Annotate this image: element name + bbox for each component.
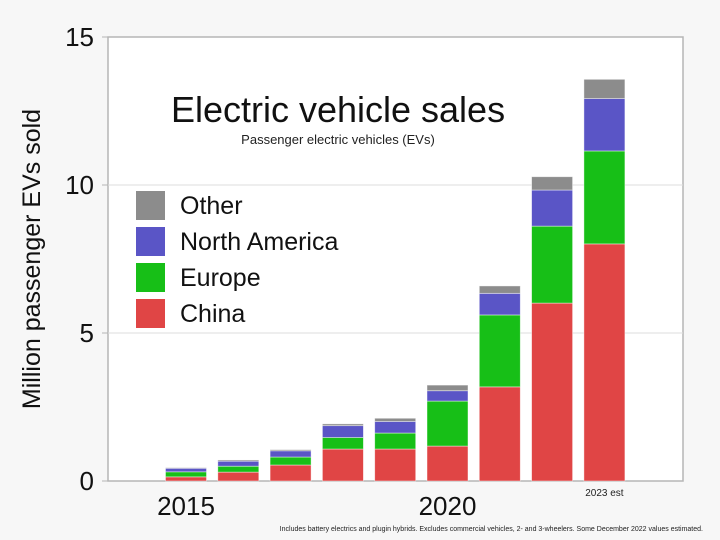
bar-segment-europe (374, 432, 417, 450)
bar-segment-china (269, 464, 312, 482)
y-tick-label: 0 (80, 466, 94, 496)
bar-segment-china (583, 243, 626, 482)
annotations: 2023 est (585, 488, 624, 499)
bar-segment-north-america (165, 467, 207, 473)
chart-subtitle: Passenger electric vehicles (EVs) (241, 132, 435, 147)
bar-segment-north-america (426, 390, 469, 402)
bar-segment-europe (531, 225, 573, 304)
bar-segment-north-america (321, 425, 364, 438)
bar-segment-china (531, 302, 573, 482)
bar-segment-europe (478, 314, 521, 388)
bar-segment-europe (426, 400, 469, 447)
bar-segment-other (374, 417, 417, 422)
bar-segment-china (426, 445, 469, 482)
bar-stack-2016 (217, 459, 260, 482)
bar-stack-2020 (426, 384, 469, 482)
y-tick-label: 5 (80, 318, 94, 348)
annotation-label: 2023 est (585, 488, 624, 499)
y-axis-ticks: 0 5 10 15 (65, 22, 108, 496)
legend-label: Europe (180, 264, 261, 292)
x-tick-label: 2020 (419, 491, 477, 521)
x-axis-ticks: 2015 2020 (157, 491, 476, 521)
bar-segment-north-america (478, 292, 521, 316)
bar-segment-china (321, 448, 364, 482)
bar-segment-europe (583, 150, 626, 245)
bar-segment-europe (321, 437, 364, 450)
bar-segment-other (269, 449, 312, 452)
bar-segment-europe (269, 456, 312, 466)
bar-segment-north-america (583, 98, 626, 152)
bar-segment-china (217, 471, 260, 482)
legend-swatch (136, 263, 165, 292)
bar-stack-2018 (321, 423, 364, 482)
bar-segment-china (478, 386, 521, 482)
legend: Other North America Europe China (136, 191, 338, 328)
bar-segment-other (583, 78, 626, 99)
bar-segment-other (165, 467, 207, 469)
y-axis-title: Million passenger EVs sold (18, 109, 46, 409)
bar-segment-other (531, 176, 573, 191)
legend-label: China (180, 300, 245, 328)
legend-label: Other (180, 192, 243, 220)
bar-stack-2021 (478, 285, 521, 482)
bar-stack-2017 (269, 449, 312, 482)
bar-segment-north-america (269, 450, 312, 458)
bar-segment-north-america (217, 460, 260, 467)
chart-title: Electric vehicle sales (171, 89, 505, 130)
legend-item-europe: Europe (136, 263, 261, 292)
legend-item-other: Other (136, 191, 243, 220)
bar-segment-other (478, 285, 521, 294)
bar-segment-other (217, 459, 260, 462)
bar-segment-other (321, 423, 364, 427)
bar-segment-china (165, 476, 207, 482)
bar-stack-2023 (583, 78, 626, 482)
bar-segment-europe (165, 471, 207, 478)
bar-stack-2022 (531, 176, 573, 482)
bar-segment-north-america (531, 189, 573, 227)
legend-swatch (136, 191, 165, 220)
legend-label: North America (180, 228, 338, 256)
legend-item-north-america: North America (136, 227, 338, 256)
bars (165, 78, 626, 482)
bar-segment-europe (217, 465, 260, 473)
bar-segment-north-america (374, 421, 417, 434)
y-tick-label: 10 (65, 170, 94, 200)
footnote: Includes battery electrics and plugin hy… (280, 526, 703, 533)
bar-stack-2015 (165, 467, 207, 482)
legend-item-china: China (136, 299, 245, 328)
legend-swatch (136, 299, 165, 328)
legend-swatch (136, 227, 165, 256)
bar-segment-other (426, 384, 469, 392)
bar-segment-china (374, 448, 417, 482)
bar-stack-2019 (374, 417, 417, 482)
x-tick-label: 2015 (157, 491, 215, 521)
y-tick-label: 15 (65, 22, 94, 52)
